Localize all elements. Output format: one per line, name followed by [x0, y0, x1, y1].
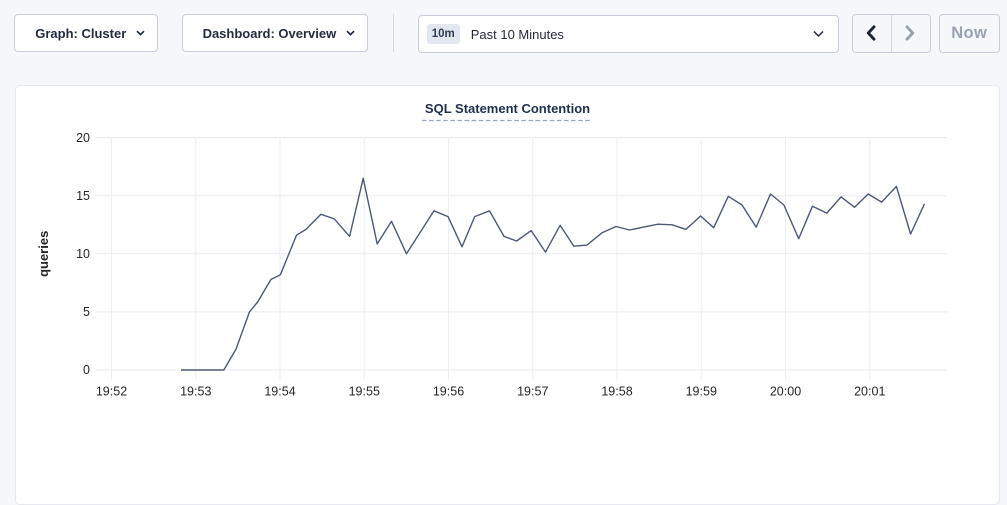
svg-text:19:55: 19:55	[349, 385, 380, 399]
svg-text:19:58: 19:58	[601, 385, 632, 399]
svg-text:queries: queries	[36, 231, 51, 277]
svg-text:20:01: 20:01	[854, 385, 885, 399]
svg-text:0: 0	[83, 363, 90, 377]
svg-text:15: 15	[76, 189, 90, 203]
svg-text:19:56: 19:56	[433, 385, 464, 399]
svg-text:19:59: 19:59	[686, 385, 717, 399]
svg-text:19:53: 19:53	[180, 385, 211, 399]
svg-text:19:54: 19:54	[264, 385, 295, 399]
svg-text:10: 10	[76, 247, 90, 261]
svg-text:19:52: 19:52	[96, 385, 127, 399]
svg-text:20: 20	[76, 131, 90, 145]
svg-text:20:00: 20:00	[770, 385, 801, 399]
svg-text:5: 5	[83, 305, 90, 319]
svg-text:19:57: 19:57	[517, 385, 548, 399]
